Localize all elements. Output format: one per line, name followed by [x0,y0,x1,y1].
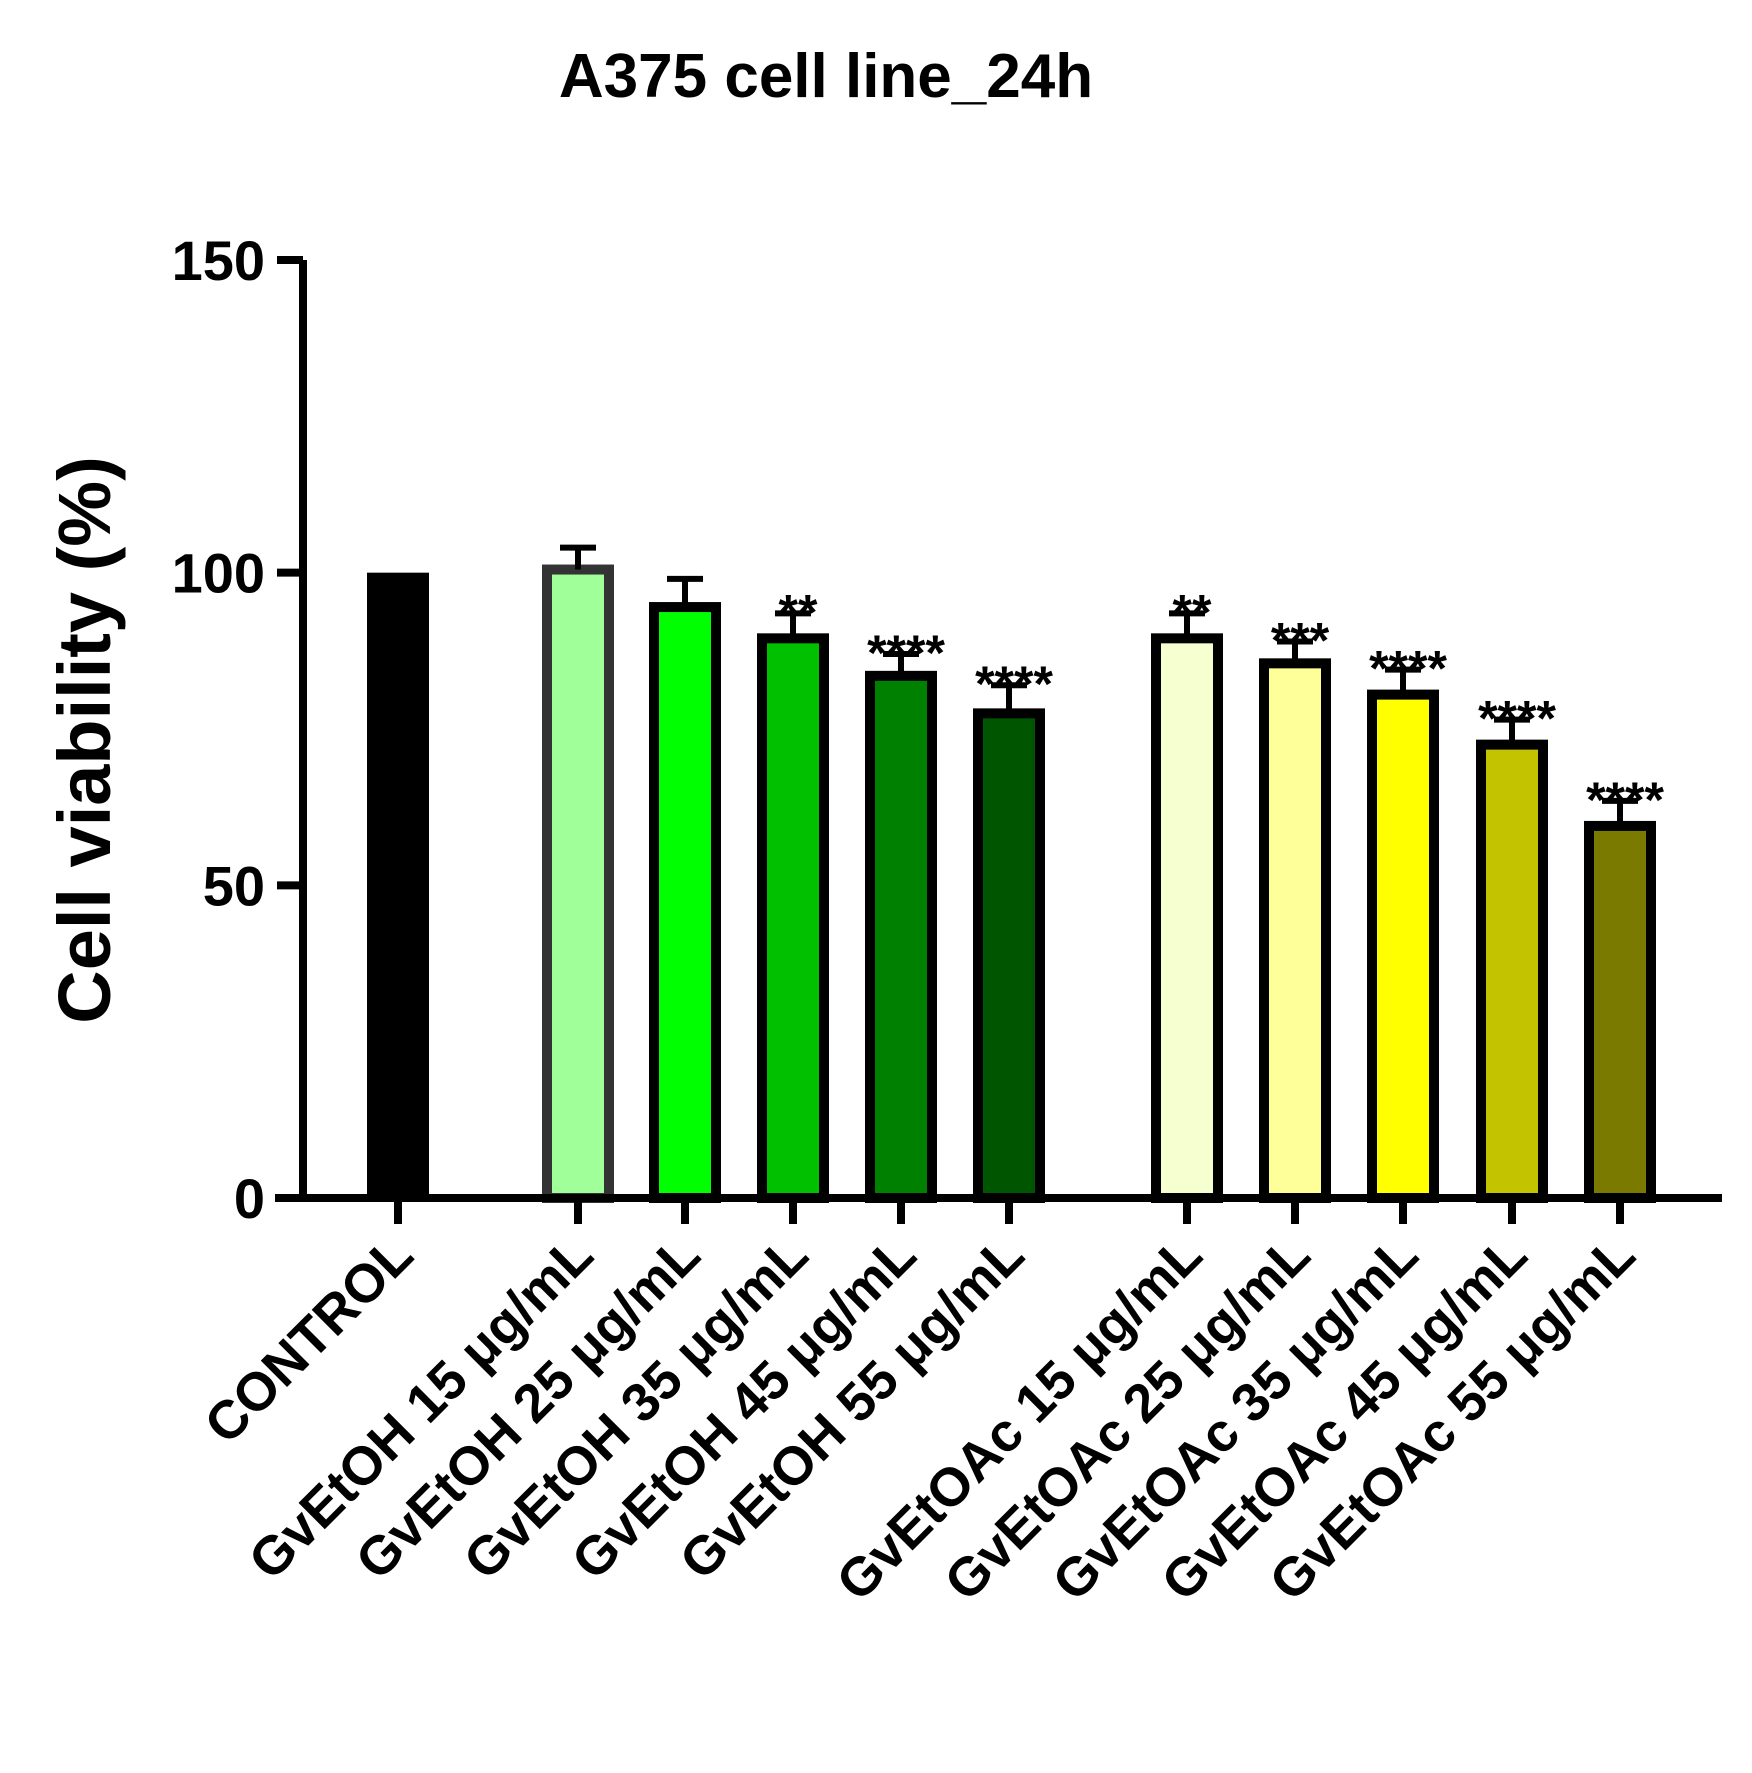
significance-label: ** [1173,584,1212,640]
bar [1367,689,1439,1204]
bar [367,572,429,1198]
bar [1584,820,1656,1204]
y-tick-label: 100 [172,542,265,605]
significance-label: **** [1369,641,1447,697]
y-axis: 0 50 100 150 [172,229,307,1230]
bar [757,633,829,1203]
y-tick-label: 150 [172,229,265,292]
chart-title: A375 cell line_24h [559,42,1093,111]
bar [542,564,614,1203]
significance-label: **** [867,625,945,681]
significance-label: **** [1586,772,1664,828]
bar [973,708,1045,1203]
bar [1151,633,1223,1203]
y-tick-label: 0 [234,1167,265,1230]
bar [865,670,937,1203]
bar [1259,658,1331,1203]
bar [1476,739,1548,1204]
significance-label: *** [1271,612,1330,668]
significance-label: **** [1478,691,1556,747]
significance-label: **** [975,656,1053,712]
bars-group: *************************** [367,544,1664,1204]
bar [649,602,721,1203]
significance-label: ** [779,584,818,640]
y-axis-label: Cell viability (%) [43,456,126,1023]
y-tick-label: 50 [203,854,265,917]
